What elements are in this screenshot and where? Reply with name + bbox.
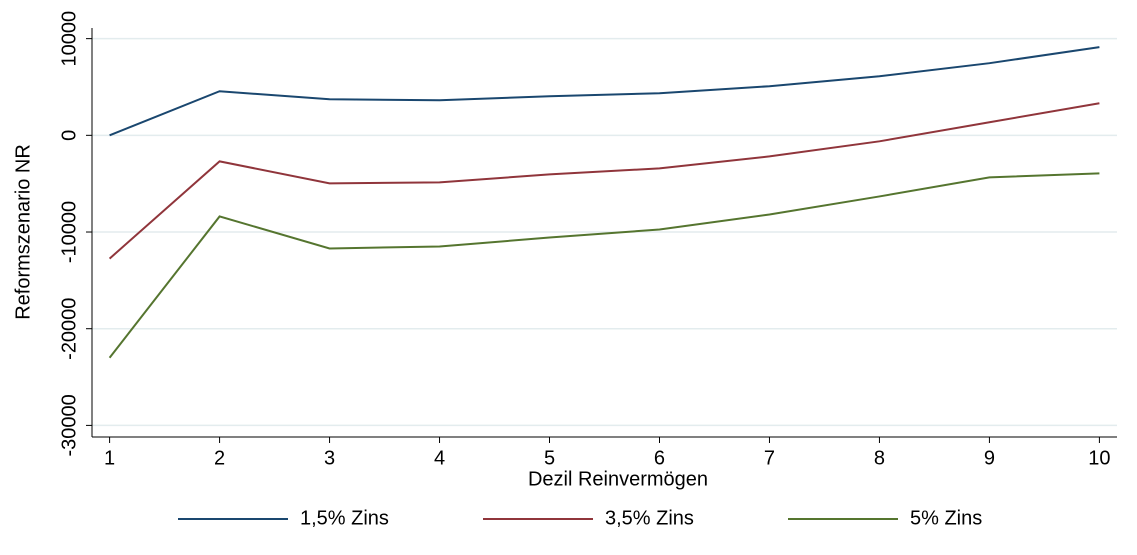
line-series [108, 102, 1100, 260]
y-tick-label: 0 [58, 130, 80, 141]
x-tick-label: 1 [104, 447, 115, 469]
y-axis-title: Reformszenario NR [12, 144, 34, 320]
y-tick-label: -30000 [58, 394, 80, 456]
y-tick-label: -20000 [58, 298, 80, 360]
legend-label: 1,5% Zins [300, 507, 389, 529]
line-series [108, 172, 1100, 359]
y-tick-label: -10000 [58, 201, 80, 263]
x-tick-label: 7 [764, 447, 775, 469]
x-tick-label: 4 [434, 447, 445, 469]
x-tick-label: 10 [1088, 447, 1110, 469]
x-tick-label: 3 [324, 447, 335, 469]
x-tick-label: 9 [984, 447, 995, 469]
x-tick-label: 6 [654, 447, 665, 469]
x-tick-label: 5 [544, 447, 555, 469]
y-tick-label: 10000 [58, 11, 80, 67]
x-tick-label: 2 [214, 447, 225, 469]
legend-label: 5% Zins [910, 507, 982, 529]
line-series [109, 46, 1100, 137]
legend-label: 3,5% Zins [605, 507, 694, 529]
x-tick-label: 8 [874, 447, 885, 469]
x-axis-title: Dezil Reinvermögen [528, 468, 708, 490]
